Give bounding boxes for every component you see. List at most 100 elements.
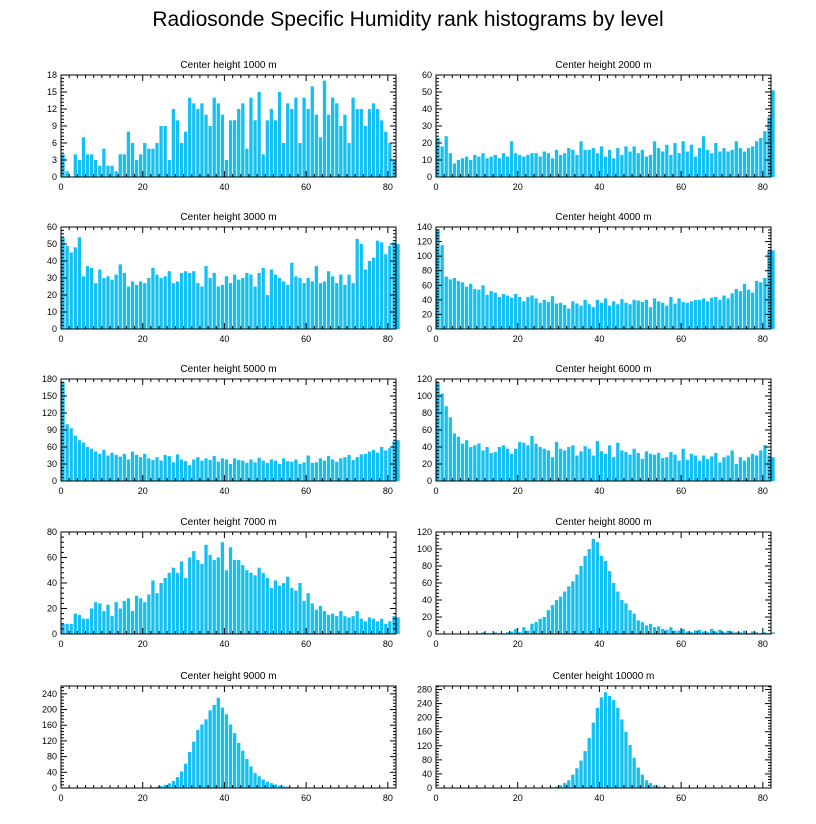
bar xyxy=(648,307,653,329)
bar xyxy=(558,785,563,788)
bar xyxy=(628,454,632,481)
bar xyxy=(624,603,628,634)
bar xyxy=(159,583,163,634)
bar xyxy=(522,301,526,329)
bar xyxy=(363,453,368,481)
bar xyxy=(339,611,343,634)
histogram-panel-7: Center height 7000 m 0 20 40 60 80 0 20 40 60 80 xyxy=(47,517,400,649)
y-tick-label: 200 xyxy=(42,705,57,715)
bar xyxy=(367,617,372,634)
bar xyxy=(90,267,94,329)
bar xyxy=(98,453,102,481)
bar xyxy=(196,560,200,634)
bar xyxy=(563,450,567,481)
bar xyxy=(286,103,290,177)
bar xyxy=(318,458,323,481)
bar xyxy=(367,109,372,177)
bar xyxy=(245,148,249,177)
bar xyxy=(139,154,143,177)
bar xyxy=(616,148,620,177)
bar xyxy=(65,171,69,177)
x-tick-label: 0 xyxy=(433,793,438,803)
bar xyxy=(257,272,261,329)
bar xyxy=(440,146,444,177)
x-tick-label: 20 xyxy=(513,486,523,496)
bar xyxy=(175,281,180,329)
bar xyxy=(102,148,106,177)
bar xyxy=(290,262,294,329)
bar xyxy=(331,613,335,634)
bar xyxy=(465,286,469,329)
bar xyxy=(456,280,461,329)
bar xyxy=(607,305,612,329)
y-tick-label: 20 xyxy=(47,604,57,614)
bar xyxy=(77,440,82,481)
y-tick-label: 120 xyxy=(42,408,57,418)
bar xyxy=(624,302,628,329)
x-tick-label: 0 xyxy=(433,334,438,344)
bar xyxy=(469,447,473,481)
bar xyxy=(489,156,493,177)
bar xyxy=(249,274,253,329)
y-tick-label: 10 xyxy=(422,155,432,165)
bar xyxy=(339,274,343,329)
bar xyxy=(94,283,98,329)
bar xyxy=(538,156,542,177)
bar xyxy=(310,462,314,481)
bar xyxy=(363,269,368,329)
bar xyxy=(681,628,685,634)
bar xyxy=(440,245,444,329)
bar xyxy=(648,623,653,634)
bar xyxy=(155,457,159,481)
bar xyxy=(392,441,396,481)
bar xyxy=(460,282,465,329)
bar xyxy=(363,621,368,634)
x-tick-label: 20 xyxy=(138,334,148,344)
y-tick-label: 20 xyxy=(422,138,432,148)
bar xyxy=(591,538,595,634)
bar xyxy=(481,450,485,481)
panel-title: Center height 7000 m xyxy=(180,517,276,528)
bar xyxy=(636,620,640,634)
bar xyxy=(94,602,98,635)
bar xyxy=(106,165,110,177)
bar xyxy=(595,153,600,177)
x-tick-label: 60 xyxy=(676,639,686,649)
bar xyxy=(607,695,612,788)
bar xyxy=(620,450,624,481)
bar xyxy=(302,600,306,634)
bar xyxy=(706,149,710,177)
bar xyxy=(216,286,220,329)
bar xyxy=(122,154,126,177)
bar xyxy=(114,602,118,635)
bar xyxy=(661,458,665,481)
bar xyxy=(224,160,229,177)
panel-title: Center height 2000 m xyxy=(555,60,651,71)
bar xyxy=(351,460,355,481)
bar xyxy=(188,97,192,177)
bar xyxy=(677,153,681,177)
bar xyxy=(710,628,714,634)
x-tick-label: 60 xyxy=(676,793,686,803)
bar xyxy=(477,156,481,177)
bar xyxy=(746,148,751,177)
bar xyxy=(335,461,339,481)
x-tick-label: 20 xyxy=(138,182,148,192)
bar xyxy=(718,462,722,481)
bar xyxy=(224,276,229,329)
bar xyxy=(183,763,188,788)
bar xyxy=(587,304,591,329)
histogram-panel-1: Center height 1000 m 0 20 40 60 80 0 3 6 9 12 15 18 xyxy=(47,60,397,192)
y-tick-label: 0 xyxy=(52,783,57,793)
bar xyxy=(322,611,327,634)
bar xyxy=(452,433,457,481)
x-tick-label: 0 xyxy=(58,182,63,192)
y-tick-label: 30 xyxy=(47,273,57,283)
bar xyxy=(628,304,632,329)
bar xyxy=(595,542,600,634)
bar xyxy=(673,630,677,634)
y-tick-label: 100 xyxy=(417,391,432,401)
bar xyxy=(147,458,151,481)
bar xyxy=(196,729,200,788)
y-tick-label: 60 xyxy=(422,425,432,435)
